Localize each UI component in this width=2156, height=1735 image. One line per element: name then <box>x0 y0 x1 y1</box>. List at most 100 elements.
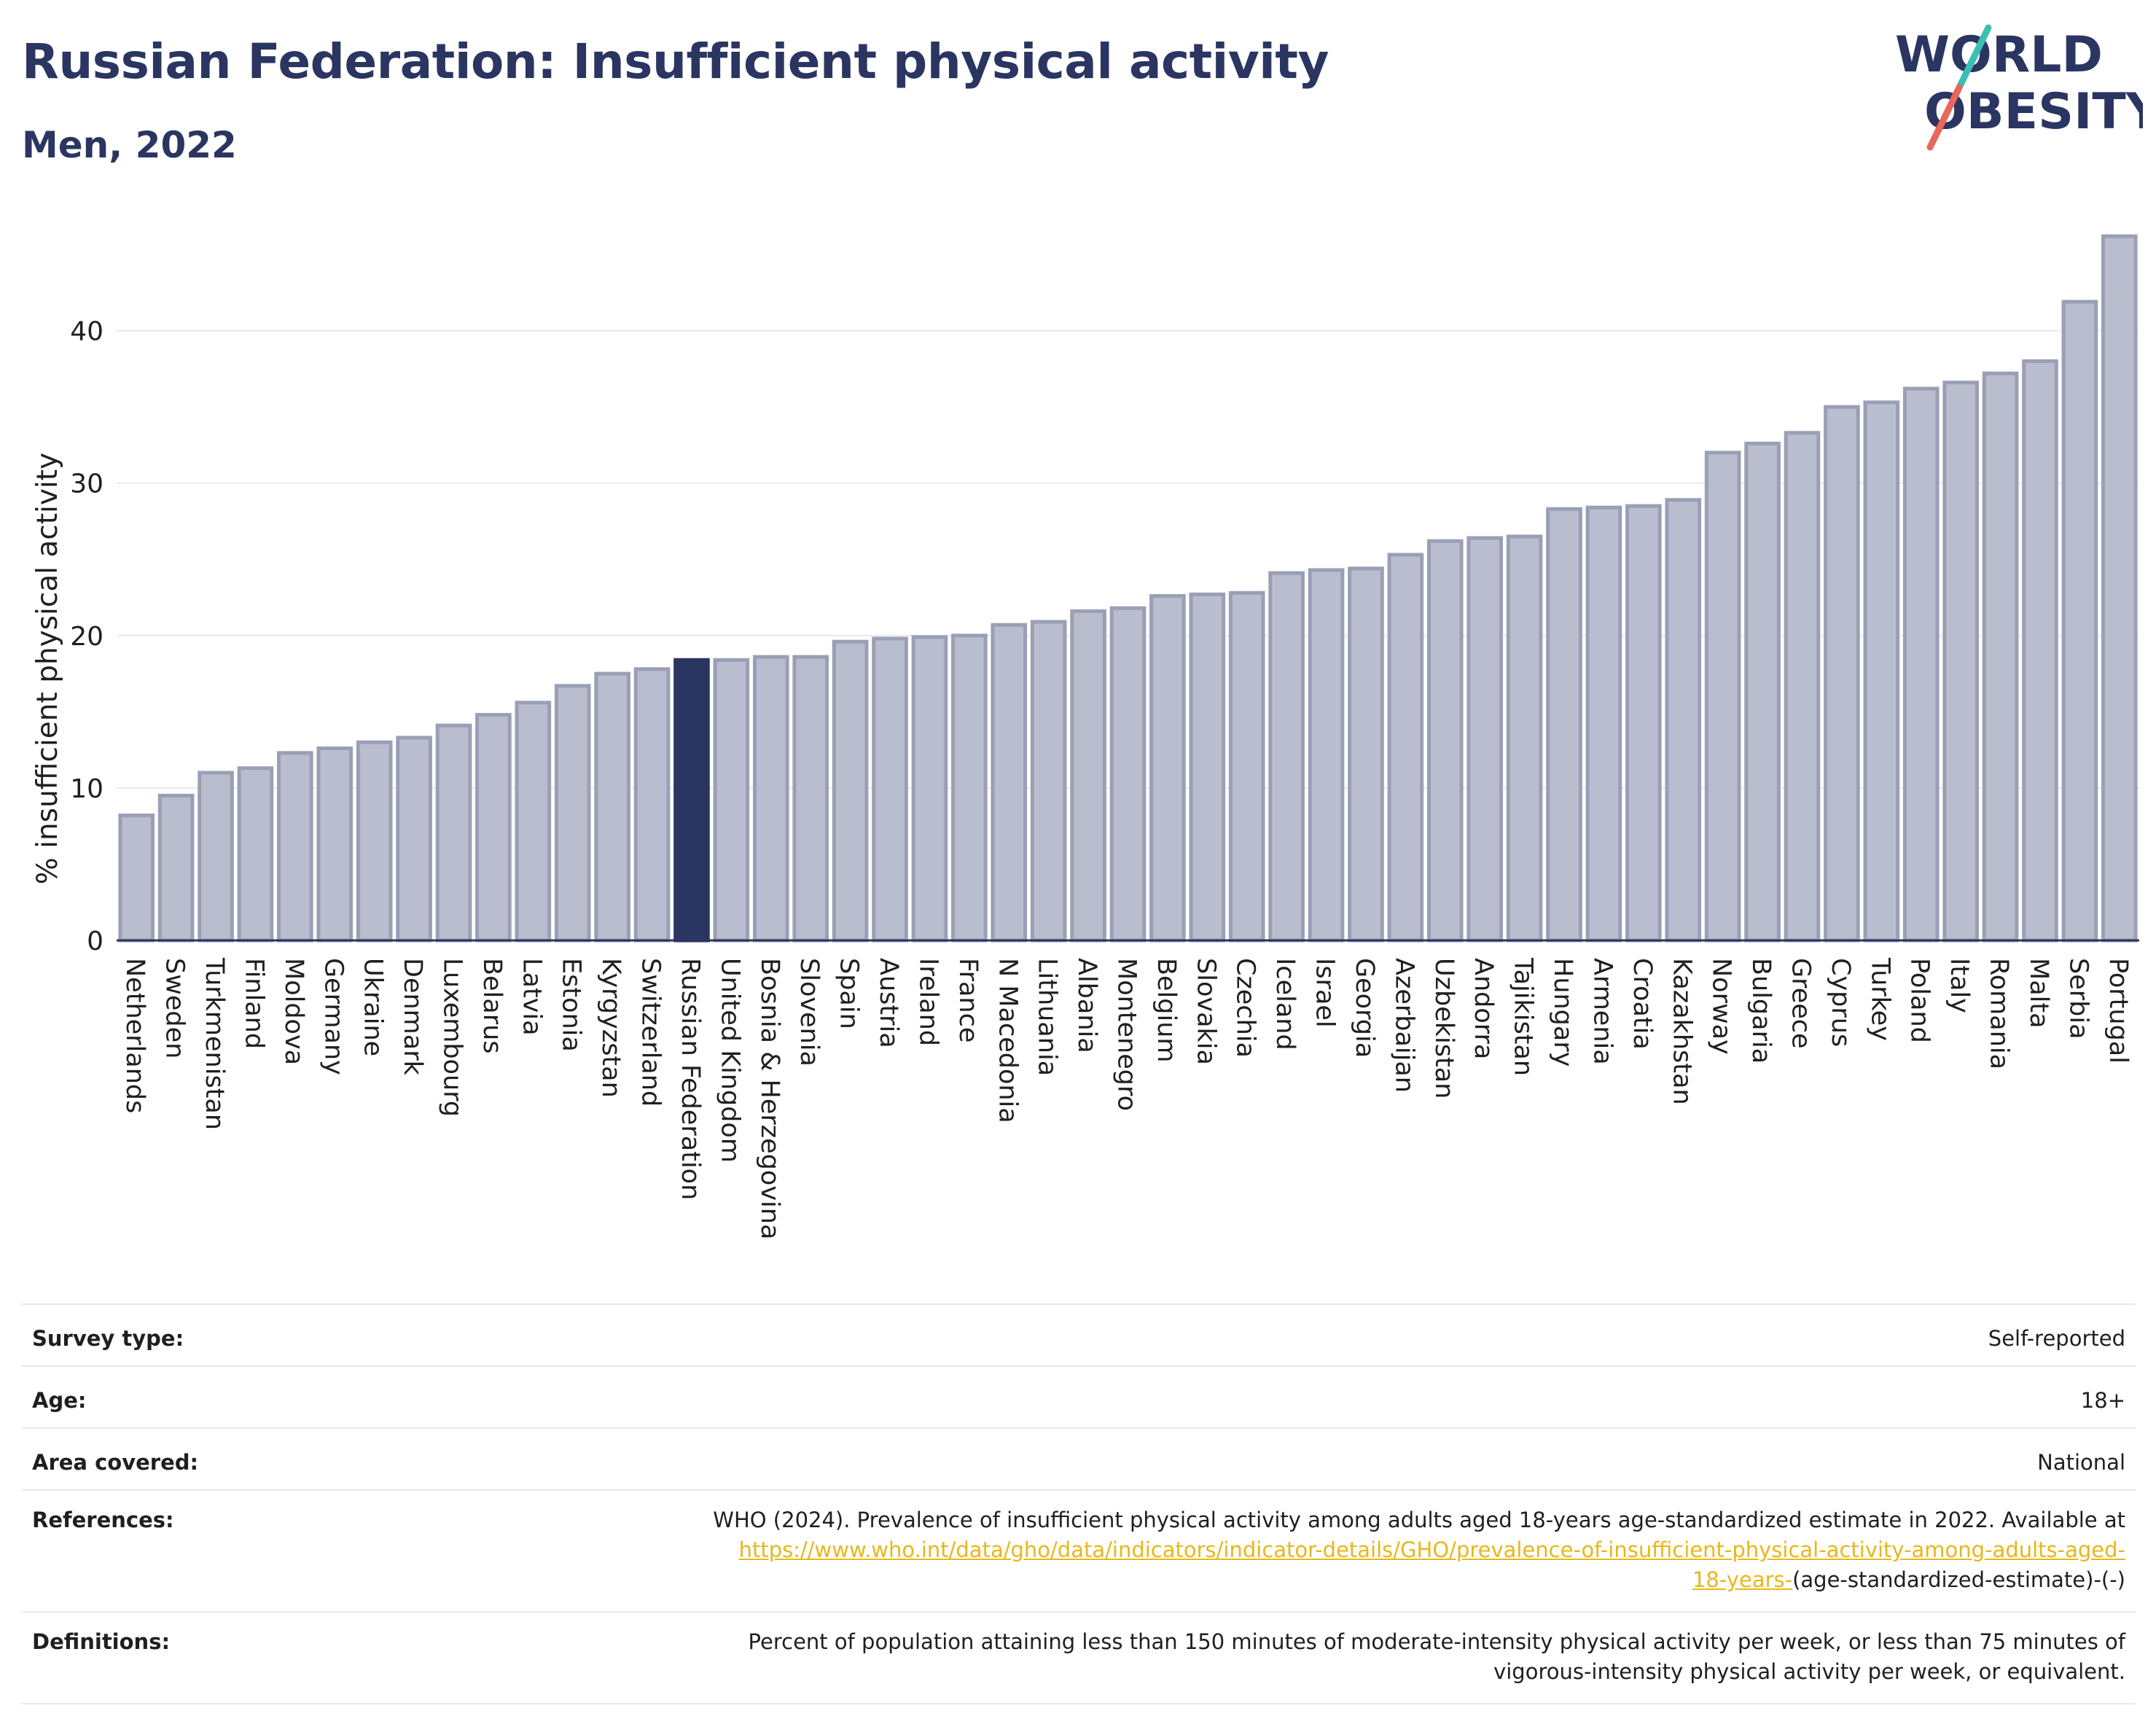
x-tick-label: Iceland <box>1270 958 1300 1050</box>
definitions-row: Definitions: Percent of population attai… <box>22 1612 2136 1704</box>
y-axis-label: % insufficient physical activity <box>31 453 64 884</box>
bar-montenegro <box>1109 606 1147 943</box>
bar-chart: 0 10 20 30 40 Netherlands Sweden Turkmenistan F… <box>31 234 2139 1239</box>
bar-albania <box>1070 609 1106 943</box>
bar-hungary <box>1546 507 1582 943</box>
x-tick-label: N Macedonia <box>993 958 1022 1123</box>
bar-czechia <box>1228 590 1265 943</box>
x-tick-label: Slovakia <box>1191 958 1220 1065</box>
bar-united-kingdom <box>713 658 750 943</box>
bar-croatia <box>1625 504 1662 943</box>
age-label: Age: <box>32 1388 87 1413</box>
x-tick-label: Czechia <box>1231 958 1260 1058</box>
area-label: Area covered: <box>32 1450 199 1475</box>
bar-russian-federation <box>673 658 710 943</box>
references-link[interactable]: https://www.who.int/data/gho/data/indica… <box>738 1537 2125 1562</box>
x-tick-label: Armenia <box>1587 958 1617 1065</box>
x-tick-label: Russian Federation <box>676 958 705 1200</box>
bar-norway <box>1704 451 1741 943</box>
bar-turkey <box>1863 400 1900 943</box>
bar-moldova <box>277 751 313 943</box>
bar-uzbekistan <box>1426 539 1464 943</box>
bar-italy <box>1942 381 1979 943</box>
x-tick-label: Italy <box>1945 958 1974 1013</box>
definitions-label: Definitions: <box>32 1629 171 1654</box>
bar-france <box>951 633 988 943</box>
y-tick-labels: 0 10 20 30 40 <box>70 317 103 956</box>
bar-turkmenistan <box>198 771 234 943</box>
references-text: WHO (2024). Prevalence of insufficient p… <box>713 1508 2125 1532</box>
x-tick-label: Cyprus <box>1826 958 1855 1047</box>
area-value: National <box>2037 1450 2125 1475</box>
x-tick-label: Latvia <box>517 958 546 1036</box>
x-tick-label: Slovenia <box>794 958 824 1067</box>
definitions-line-2: vigorous-intensity physical activity per… <box>1493 1659 2125 1684</box>
x-tick-label: Lithuania <box>1033 958 1062 1076</box>
bar-andorra <box>1466 536 1504 943</box>
x-tick-label: Belgium <box>1152 958 1181 1063</box>
x-tick-label: Poland <box>1905 958 1934 1043</box>
x-tick-label: Turkmenistan <box>200 957 229 1130</box>
x-tick-label: Georgia <box>1350 958 1379 1058</box>
bar-tajikistan <box>1506 534 1543 943</box>
bars <box>118 234 2138 943</box>
bar-ukraine <box>356 740 393 943</box>
x-tick-label: Romania <box>1985 958 2014 1069</box>
x-tick-label: Uzbekistan <box>1429 958 1458 1099</box>
logo-line-obesity: OBESITY <box>1924 83 2143 141</box>
x-tick-label: Belarus <box>477 958 507 1054</box>
x-tick-label: Portugal <box>2104 958 2133 1064</box>
bar-iceland <box>1268 571 1305 943</box>
area-row: Area covered: National <box>22 1428 2136 1490</box>
x-tick-label: Malta <box>2024 958 2053 1029</box>
x-tick-label: Kyrgyzstan <box>596 958 625 1098</box>
bar-armenia <box>1585 505 1622 943</box>
x-tick-label: Tajikistan <box>1509 957 1538 1076</box>
x-tick-label: Turkey <box>1865 957 1894 1041</box>
x-tick-label: Kazakhstan <box>1667 958 1696 1105</box>
bar-kazakhstan <box>1665 498 1702 943</box>
bar-cyprus <box>1824 405 1860 943</box>
bar-sweden <box>157 793 195 943</box>
bar-luxembourg <box>435 723 472 943</box>
bar-spain <box>832 639 869 943</box>
definitions-value: Percent of population attaining less tha… <box>261 1612 2136 1704</box>
x-tick-label: Israel <box>1311 958 1340 1028</box>
references-suffix: (age-standardized-estimate)-(-) <box>1792 1567 2125 1592</box>
x-tick-label: Germany <box>319 958 348 1075</box>
x-tick-label: Hungary <box>1548 958 1577 1067</box>
y-tick-label: 10 <box>70 774 103 804</box>
x-tick-label: Moldova <box>279 958 308 1065</box>
y-tick-label: 30 <box>70 469 103 499</box>
bar-kyrgyzstan <box>594 671 630 943</box>
x-tick-label: Andorra <box>1469 958 1498 1059</box>
bar-germany <box>316 746 354 943</box>
x-tick-label: Sweden <box>160 958 190 1058</box>
x-tick-label: Montenegro <box>1112 958 1141 1111</box>
x-tick-label: Finland <box>239 958 268 1049</box>
logo-line-world: WORLD <box>1895 26 2103 84</box>
references-link-continued[interactable]: 18-years- <box>1692 1567 1793 1592</box>
survey-type-value: Self-reported <box>1988 1326 2125 1351</box>
references-value: WHO (2024). Prevalence of insufficient p… <box>261 1490 2136 1612</box>
bar-netherlands <box>118 814 155 943</box>
survey-type-row: Survey type: Self-reported <box>22 1304 2136 1366</box>
logo-slash-top <box>1956 24 1992 91</box>
references-row: References: WHO (2024). Prevalence of in… <box>22 1490 2136 1612</box>
bar-bulgaria <box>1744 441 1781 943</box>
bar-switzerland <box>633 667 671 943</box>
x-tick-label: Ukraine <box>359 958 388 1056</box>
bar-slovakia <box>1189 592 1226 943</box>
logo-slash-bottom <box>1926 84 1963 151</box>
x-tick-label: Albania <box>1072 958 1101 1053</box>
x-tick-label: Croatia <box>1628 958 1657 1050</box>
x-tick-label: Switzerland <box>636 958 665 1107</box>
x-tick-label: Ireland <box>913 958 942 1046</box>
bar-belarus <box>475 713 512 943</box>
y-tick-label: 0 <box>87 927 103 956</box>
bar-greece <box>1784 431 1821 943</box>
x-tick-labels: Netherlands Sweden Turkmenistan Finland Mold… <box>120 957 2133 1239</box>
bar-romania <box>1982 371 2019 943</box>
bar-n-macedonia <box>991 623 1028 943</box>
bar-austria <box>872 636 908 943</box>
